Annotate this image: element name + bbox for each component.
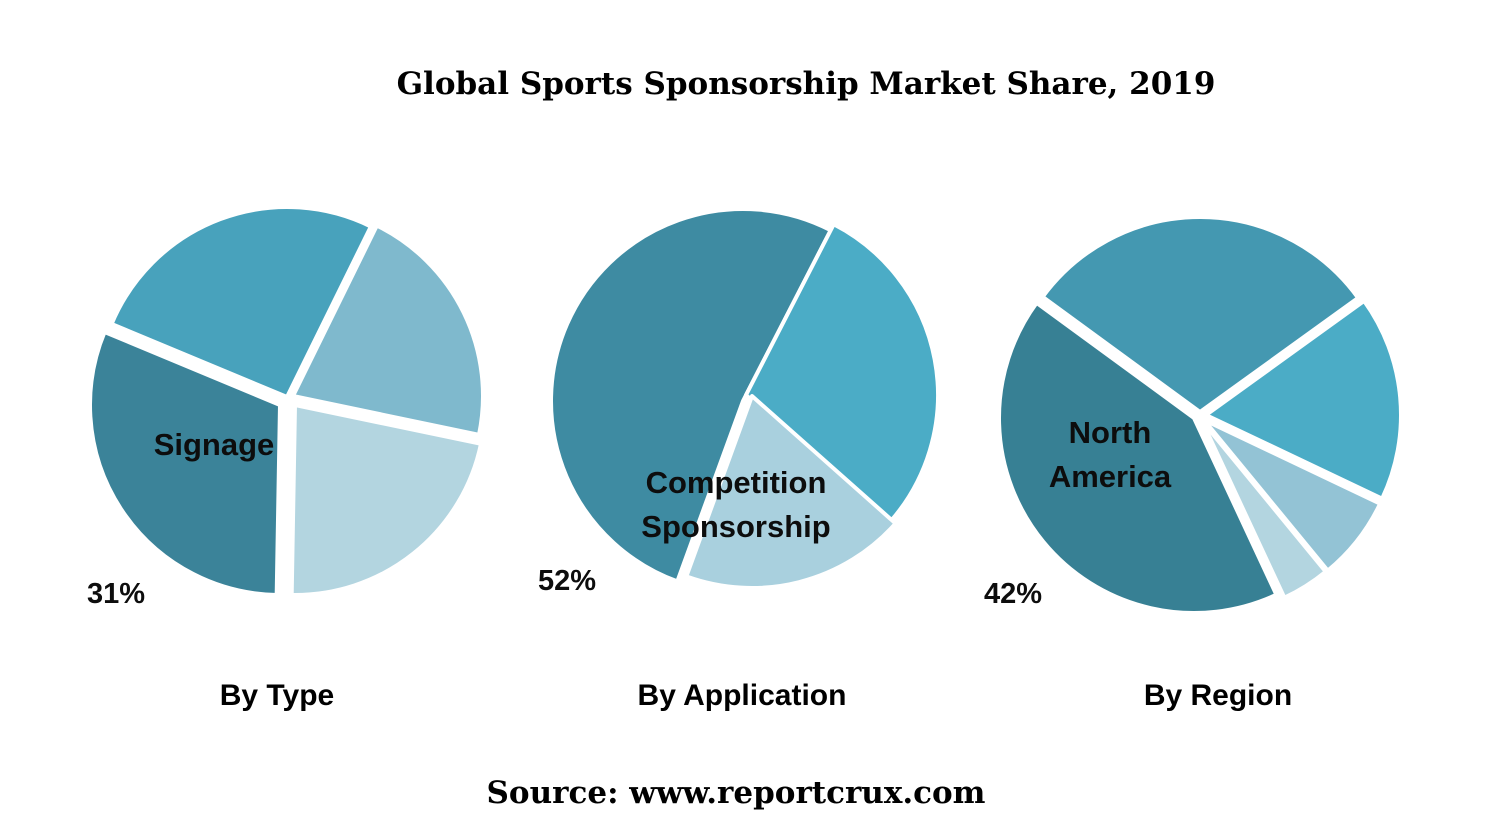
pie-application-caption: By Application <box>638 679 847 712</box>
pie-application-highlight-label: Competition Sponsorship <box>641 465 830 544</box>
pie-type-slice-4 <box>289 403 483 597</box>
pie-type-slice-3 <box>291 223 485 437</box>
pie-type-percent-label: 31% <box>87 578 145 610</box>
pie-application-slice-2 <box>744 222 940 525</box>
pie-application-slice-3 <box>684 394 898 590</box>
source-text: Source: www.reportcrux.com <box>487 775 986 811</box>
pie-region-slice-3 <box>1204 298 1403 501</box>
chart-title: Global Sports Sponsorship Market Share, … <box>397 66 1216 102</box>
pie-region-slice-5 <box>1200 419 1328 600</box>
pie-type-slice-1 <box>88 329 282 597</box>
pie-region-slice-4 <box>1202 418 1383 573</box>
pie-type: Signage 31% By Type <box>87 205 485 712</box>
pie-region-percent-label: 42% <box>984 578 1042 610</box>
pie-region-caption: By Region <box>1144 679 1292 712</box>
pie-region-slice-1 <box>997 300 1279 615</box>
pie-type-slice-2 <box>109 205 373 399</box>
pie-application-slice-1 <box>549 207 833 584</box>
pie-region: North America 42% By Region <box>984 214 1403 712</box>
pie-type-caption: By Type <box>220 679 334 712</box>
pie-region-highlight-label: North America <box>1049 415 1172 494</box>
pie-application: Competition Sponsorship 52% By Application <box>538 207 940 712</box>
pie-type-highlight-label: Signage <box>154 427 275 462</box>
pie-region-slice-2 <box>1040 214 1361 414</box>
pie-application-percent-label: 52% <box>538 565 596 597</box>
